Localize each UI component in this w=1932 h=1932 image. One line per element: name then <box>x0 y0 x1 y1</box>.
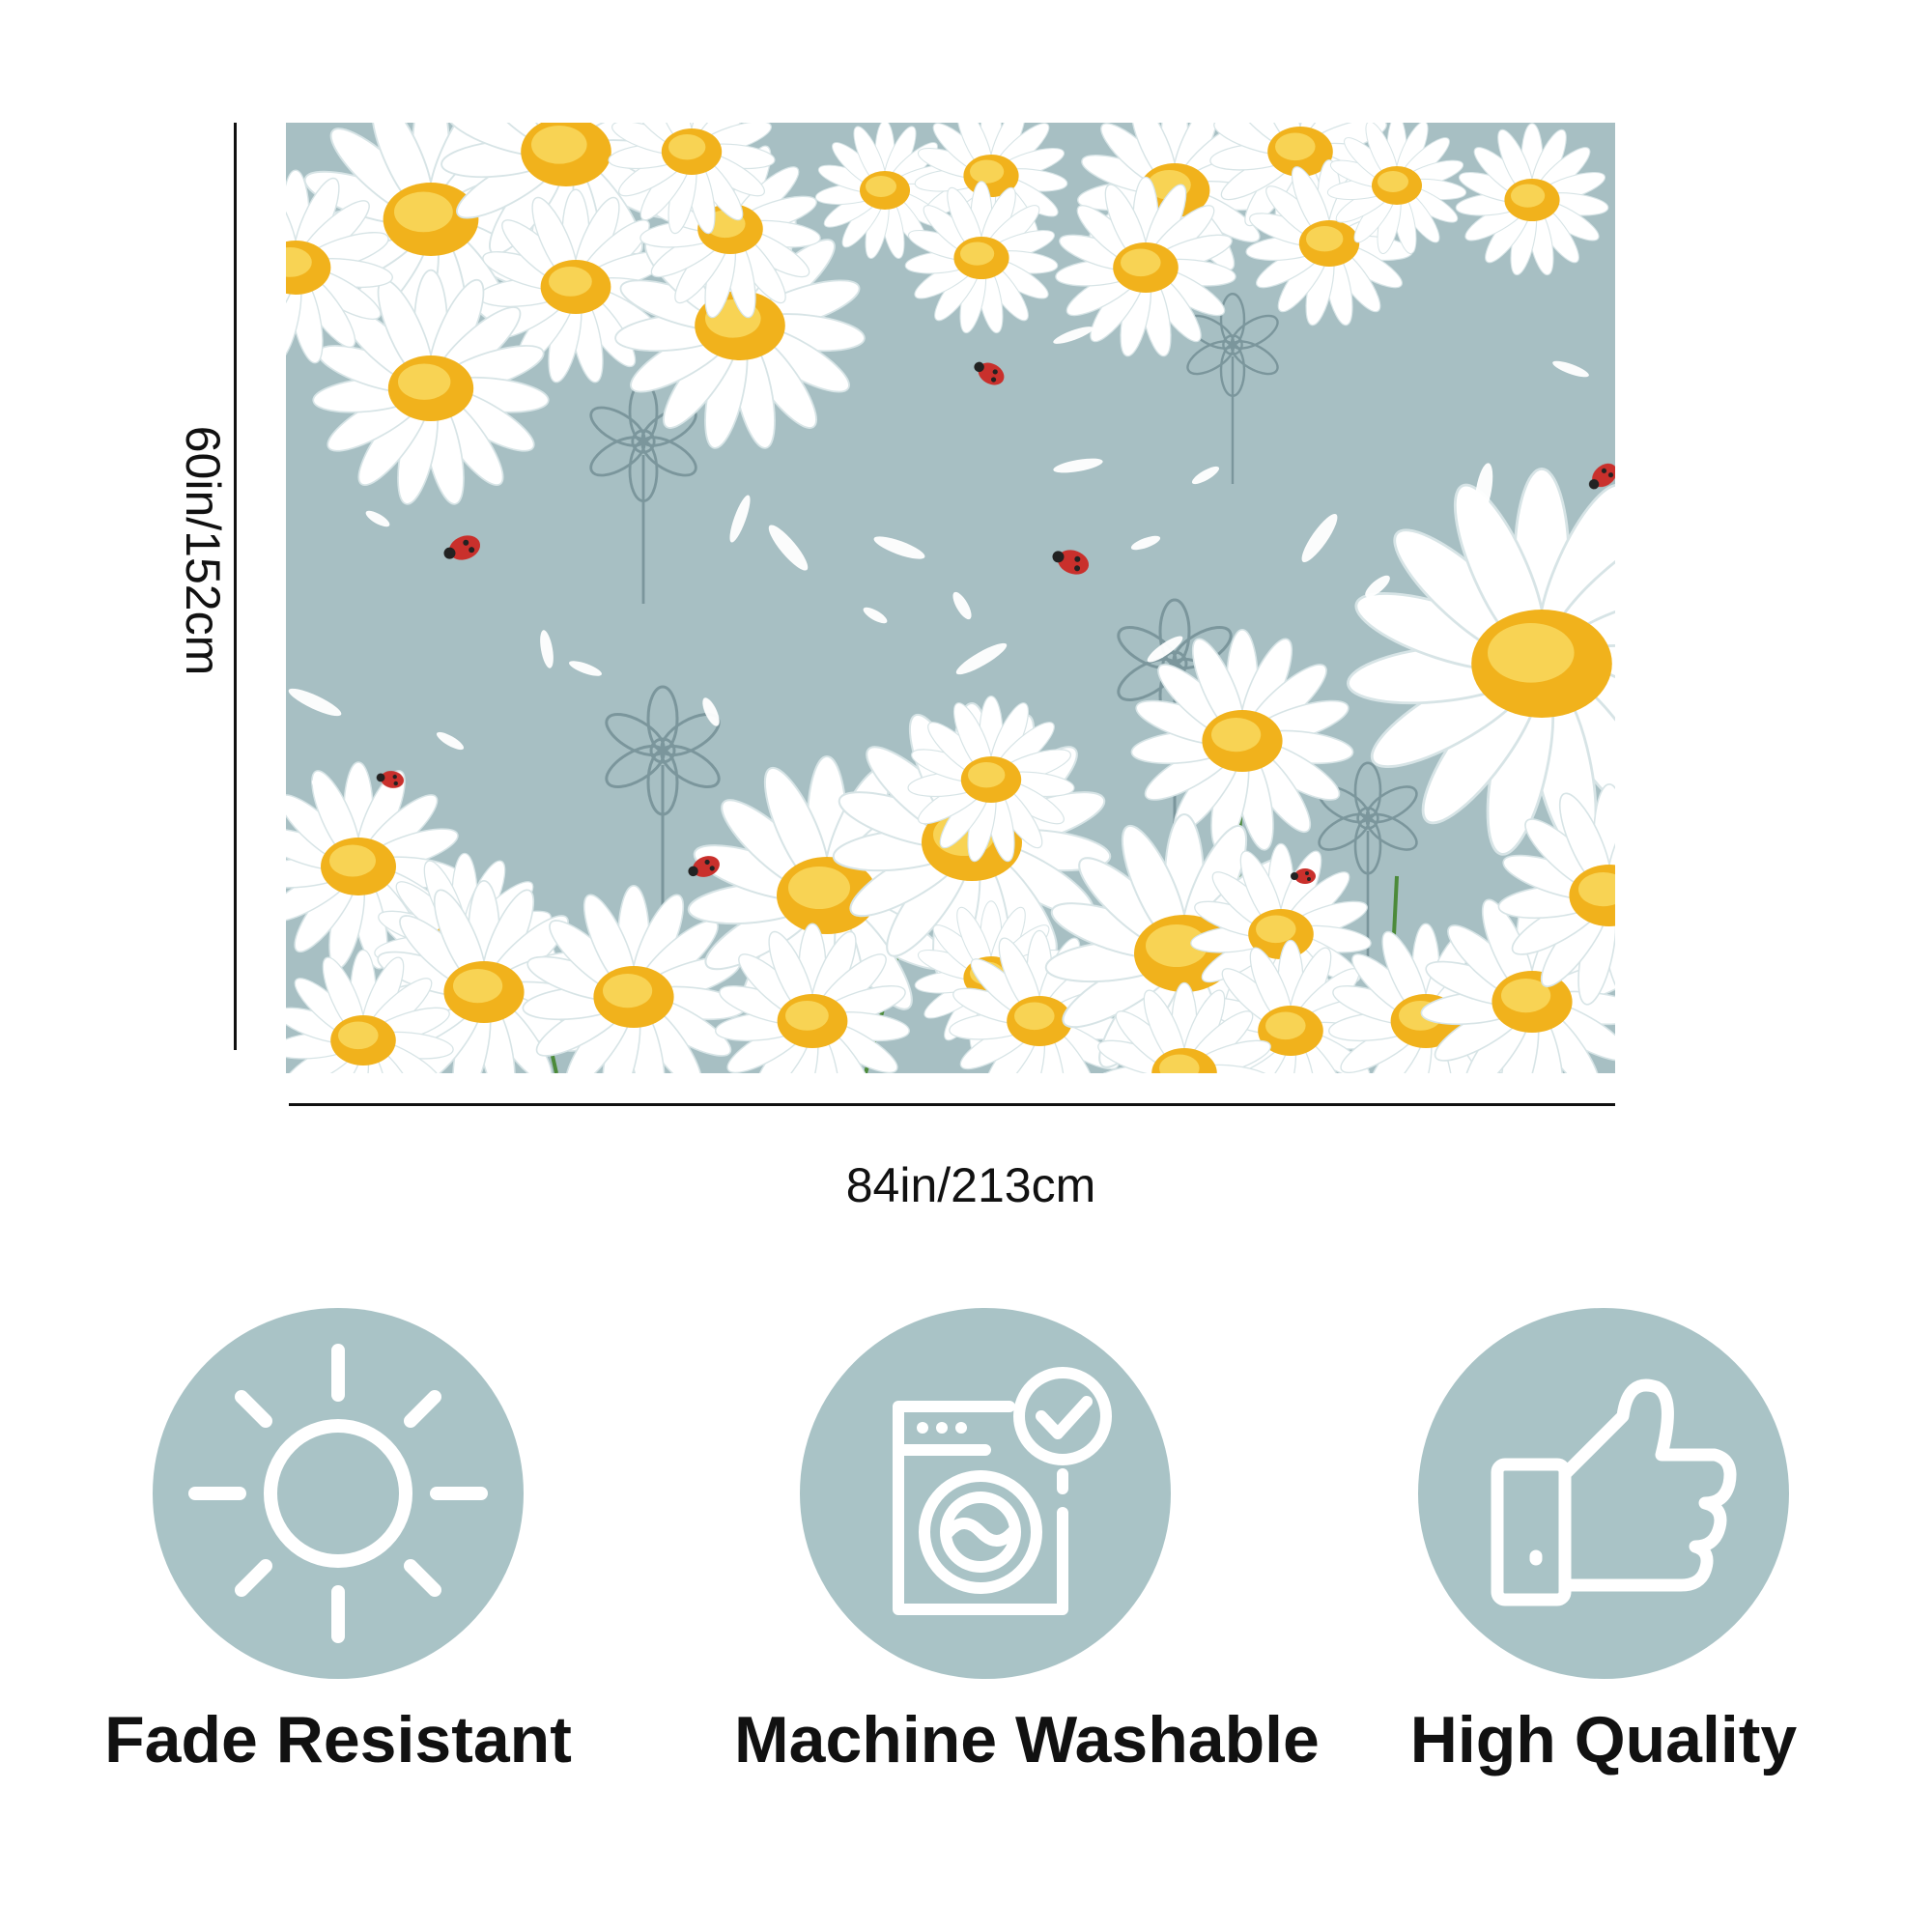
daisy-backdrop-image <box>286 123 1615 1073</box>
feature-fade-resistant: Fade Resistant <box>87 1308 589 1777</box>
high-quality-label: High Quality <box>1409 1703 1798 1776</box>
feature-high-quality: High Quality <box>1352 1308 1855 1777</box>
daisy-illustration <box>286 123 1615 1073</box>
high-quality-badge <box>1418 1308 1789 1679</box>
fade-resistant-badge <box>153 1308 524 1679</box>
feature-machine-washable: Machine Washable <box>734 1308 1320 1777</box>
machine-washable-label: Machine Washable <box>734 1703 1320 1776</box>
sun-icon <box>188 1344 488 1643</box>
fade-resistant-label: Fade Resistant <box>104 1703 572 1776</box>
height-dimension-label: 60in/152cm <box>176 425 230 676</box>
thumbs-up-icon <box>1491 1378 1737 1606</box>
width-dimension-line <box>289 1103 1615 1106</box>
height-dimension-line <box>234 123 237 1050</box>
width-dimension-label: 84in/213cm <box>845 1158 1096 1212</box>
washing-machine-icon <box>893 1367 1112 1615</box>
machine-washable-badge <box>800 1308 1171 1679</box>
